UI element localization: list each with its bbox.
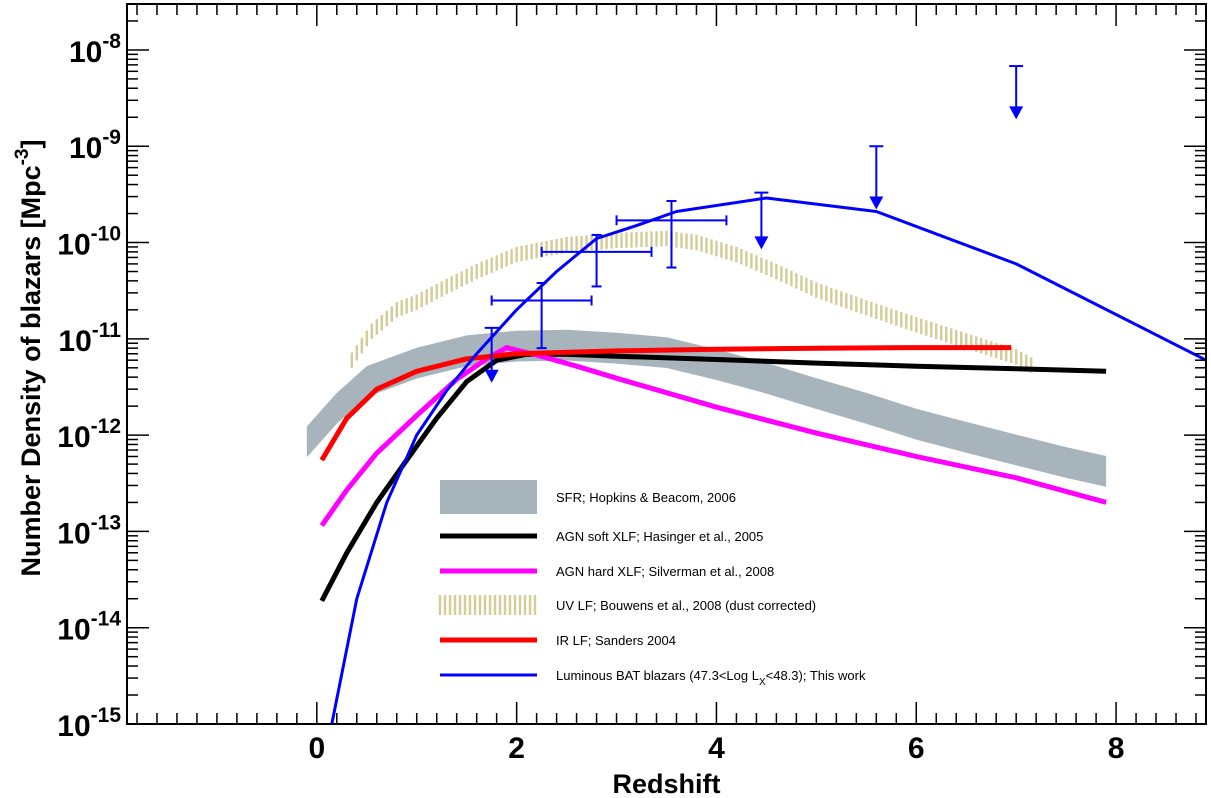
x-tick-label: 4 (708, 732, 725, 765)
upper-limit-0 (484, 326, 499, 383)
y-axis-title: Number Density of blazars [Mpc-3] (12, 140, 46, 577)
limit-arrowhead (754, 236, 769, 250)
tick-labels: 0 2 4 6 8 10-15 10-14 10-13 10-12 10-11 10-10 10-9 1… (57, 30, 1124, 765)
legend-item-1: AGN soft XLF; Hasinger et al., 2005 (440, 529, 763, 544)
plot-frame (126, 3, 1207, 725)
error-point-2 (615, 199, 728, 269)
error-point-0 (490, 281, 593, 350)
legend-label: SFR; Hopkins & Beacom, 2006 (556, 490, 736, 505)
y-tick-label: 10-9 (69, 126, 121, 165)
y-tick-label: 10-11 (58, 319, 121, 358)
legend-item-3: UV LF; Bouwens et al., 2008 (dust correc… (438, 595, 816, 615)
legend-label: IR LF; Sanders 2004 (556, 633, 676, 648)
line-series-layer (319, 196, 1206, 724)
error-point-1 (540, 233, 653, 288)
y-tick-label: 10-8 (69, 30, 121, 69)
y-tick-label: 10-10 (57, 223, 121, 262)
limit-arrowhead (869, 196, 884, 210)
y-tick-label: 10-15 (57, 704, 121, 743)
legend-label: UV LF; Bouwens et al., 2008 (dust correc… (556, 598, 816, 613)
y-tick-label: 10-14 (57, 608, 121, 647)
x-tick-label: 8 (1108, 732, 1125, 765)
series-line-5 (330, 196, 1206, 724)
x-tick-label: 6 (908, 732, 925, 765)
x-axis-title: Redshift (613, 769, 721, 798)
data-points-layer (484, 65, 1024, 383)
x-tick-label: 0 (308, 732, 325, 765)
legend-label: Luminous BAT blazars (47.3<Log LX<48.3);… (556, 668, 866, 688)
upper-limit-1 (754, 191, 769, 250)
upper-limit-2 (869, 145, 884, 210)
y-tick-label: 10-12 (57, 415, 121, 454)
legend: SFR; Hopkins & Beacom, 2006 AGN soft XLF;… (438, 480, 866, 688)
legend-item-5: Luminous BAT blazars (47.3<Log LX<48.3);… (440, 668, 866, 688)
legend-label: AGN soft XLF; Hasinger et al., 2005 (556, 529, 763, 544)
legend-swatch (440, 480, 537, 514)
x-tick-label: 2 (508, 732, 525, 765)
upper-limit-3 (1009, 65, 1024, 120)
legend-item-0: SFR; Hopkins & Beacom, 2006 (440, 480, 736, 514)
limit-arrowhead (484, 369, 499, 383)
series-line-4 (319, 345, 1012, 462)
limit-arrowhead (1009, 106, 1024, 120)
axis-ticks (127, 4, 1206, 725)
legend-item-4: IR LF; Sanders 2004 (440, 633, 676, 648)
legend-label: AGN hard XLF; Silverman et al., 2008 (556, 564, 774, 579)
legend-item-2: AGN hard XLF; Silverman et al., 2008 (440, 564, 774, 579)
y-tick-label: 10-13 (57, 511, 121, 550)
